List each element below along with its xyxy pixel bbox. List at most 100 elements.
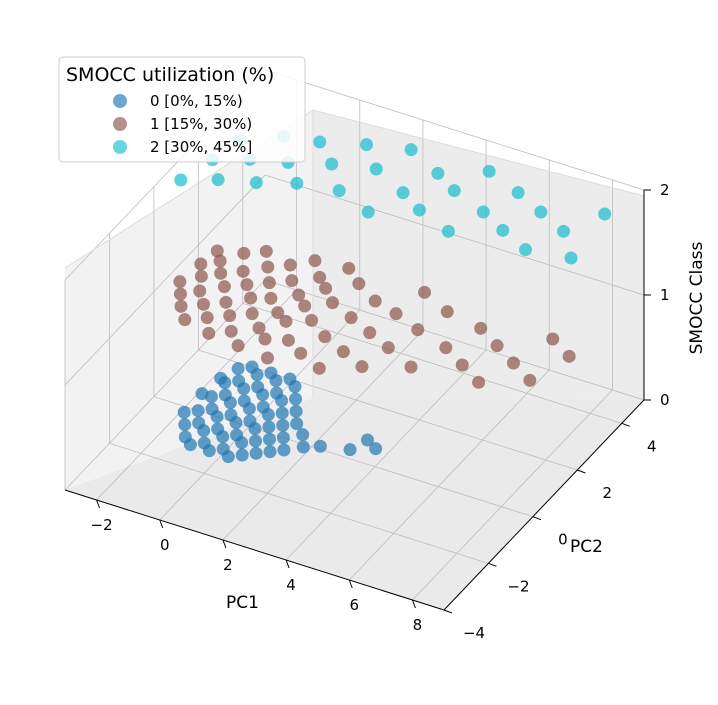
point-class2-11 [360, 138, 374, 152]
y-tick-2 [532, 516, 542, 521]
legend-label-1: 1 [15%, 30%) [150, 115, 252, 133]
point-class1-56 [440, 305, 454, 319]
x-tick-label-5: 8 [413, 616, 423, 634]
point-class2-21 [441, 224, 455, 238]
point-class1-65 [523, 373, 537, 387]
point-class0-14 [223, 396, 237, 410]
point-class2-26 [519, 243, 533, 257]
point-class1-10 [178, 313, 192, 327]
point-class2-23 [511, 186, 525, 200]
point-class1-37 [319, 281, 333, 295]
point-class1-44 [294, 346, 308, 360]
point-class1-12 [217, 280, 231, 294]
point-class1-26 [264, 291, 278, 305]
point-class1-61 [490, 339, 504, 353]
point-class2-8 [313, 135, 327, 149]
point-class1-47 [368, 294, 382, 308]
point-class0-13 [210, 410, 224, 424]
point-class0-53 [277, 443, 291, 457]
point-class1-64 [546, 332, 560, 346]
point-class1-16 [219, 295, 233, 309]
point-class0-45 [289, 392, 303, 406]
y-tick-4 [621, 422, 630, 427]
point-class1-33 [313, 270, 327, 284]
point-class1-5 [213, 254, 227, 268]
point-class1-57 [404, 360, 418, 374]
point-class1-24 [224, 324, 238, 338]
point-class0-23 [202, 444, 216, 458]
x-axis-line [64, 489, 445, 611]
x-axis-label: PC1 [226, 593, 259, 613]
point-class1-17 [240, 278, 254, 292]
point-class0-35 [221, 450, 235, 464]
x-tick-label-4: 6 [349, 596, 359, 614]
z-tick-label-2: 2 [660, 181, 670, 199]
point-class0-4 [231, 362, 245, 376]
point-class1-11 [196, 297, 210, 311]
x-tick-0 [96, 499, 101, 509]
y-tick-label-0: −4 [463, 624, 485, 642]
point-class1-53 [355, 360, 369, 374]
point-class0-51 [276, 431, 290, 445]
point-class0-1 [191, 404, 205, 418]
point-class2-10 [325, 157, 339, 171]
point-class0-16 [250, 368, 264, 382]
point-class1-6 [174, 299, 188, 313]
point-class0-47 [262, 432, 276, 446]
point-class1-60 [455, 358, 469, 372]
point-class1-63 [506, 356, 520, 370]
point-class1-25 [245, 307, 259, 321]
point-class2-16 [396, 186, 410, 200]
grid-x-floor-3 [285, 349, 487, 561]
point-class2-18 [412, 203, 426, 217]
point-class1-9 [237, 246, 251, 260]
point-class1-41 [305, 313, 319, 327]
point-class0-15 [237, 382, 251, 396]
point-class1-20 [223, 309, 237, 323]
legend-marker-1 [113, 117, 127, 131]
point-class2-6 [249, 176, 263, 190]
point-class1-7 [193, 284, 207, 298]
z-tick-label-0: 0 [660, 391, 670, 409]
x-tick-label-1: 0 [160, 536, 170, 554]
point-class0-25 [229, 416, 243, 430]
point-class0-61 [195, 387, 209, 401]
point-class1-35 [279, 314, 293, 328]
point-class0-49 [289, 404, 303, 418]
point-class1-2 [210, 244, 224, 258]
point-class1-27 [285, 274, 299, 288]
point-class1-62 [472, 375, 486, 389]
point-class0-37 [248, 422, 262, 436]
point-class1-22 [262, 276, 276, 290]
legend-marker-0 [113, 94, 127, 108]
point-class0-43 [262, 420, 276, 434]
point-class1-50 [363, 326, 377, 340]
point-class1-32 [292, 288, 306, 302]
point-class0-0 [178, 418, 192, 432]
point-class1-31 [271, 306, 285, 320]
point-class0-42 [249, 434, 263, 448]
point-class2-22 [476, 205, 490, 219]
grid-x-floor-1 [159, 309, 361, 521]
x-tick-label-0: −2 [91, 516, 113, 534]
grid-z-back-1 [264, 174, 645, 296]
x-tick-2 [222, 539, 227, 549]
point-class2-12 [332, 184, 346, 198]
pane-edges [64, 109, 645, 398]
point-class0-59 [369, 442, 383, 456]
point-class0-48 [276, 418, 290, 432]
point-class2-29 [564, 251, 578, 265]
legend-marker-2 [113, 140, 127, 154]
point-class0-62 [214, 371, 228, 385]
axes: −2 0 2 4 6 8 −4 −2 0 2 4 0 1 2 [64, 181, 670, 642]
point-class1-58 [439, 341, 453, 355]
point-class0-55 [296, 440, 310, 454]
point-class2-3 [211, 173, 225, 187]
point-class0-12 [197, 424, 211, 438]
point-class1-4 [194, 269, 208, 283]
point-class1-43 [352, 277, 366, 291]
grid-y-floor-1 [109, 442, 489, 564]
point-class2-15 [361, 205, 375, 219]
point-class1-23 [283, 258, 297, 272]
point-class1-21 [244, 291, 258, 305]
